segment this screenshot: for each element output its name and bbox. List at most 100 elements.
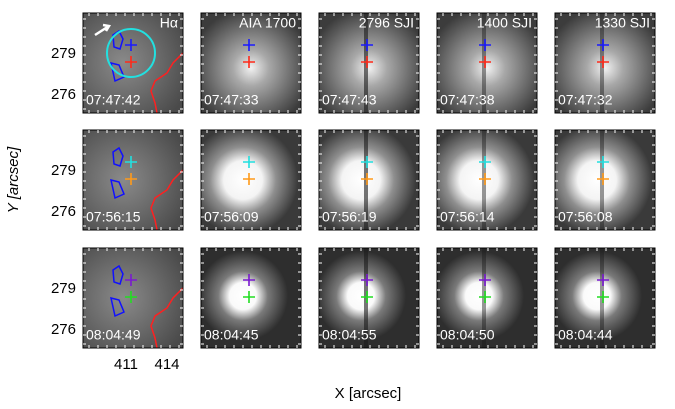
tick-mark bbox=[437, 248, 537, 348]
cross-marker bbox=[125, 291, 137, 303]
tick-mark bbox=[83, 248, 183, 348]
tick-mark bbox=[201, 13, 301, 113]
cross-marker bbox=[597, 291, 609, 303]
tick-mark bbox=[83, 130, 183, 230]
timestamp: 07:47:33 bbox=[204, 92, 259, 108]
timestamp: 07:47:38 bbox=[440, 92, 495, 108]
tick-mark bbox=[83, 130, 183, 230]
tick-mark bbox=[83, 248, 183, 348]
column-title: 2796 SJI bbox=[359, 15, 414, 31]
tick-mark bbox=[201, 130, 301, 230]
tick-mark bbox=[201, 130, 301, 230]
circle bbox=[106, 28, 156, 78]
timestamp: 07:47:43 bbox=[322, 92, 377, 108]
tick-mark bbox=[437, 248, 537, 348]
y-tick-label: 276 bbox=[51, 321, 76, 338]
contour bbox=[150, 169, 184, 231]
contour bbox=[110, 264, 125, 318]
tick-mark bbox=[319, 130, 419, 230]
cross-marker bbox=[125, 173, 137, 185]
tick-mark bbox=[319, 130, 419, 230]
tick-mark bbox=[555, 130, 655, 230]
slit bbox=[364, 13, 368, 113]
panel: 1330 SJI 07:47:32 bbox=[554, 12, 656, 114]
tick-mark bbox=[83, 130, 183, 230]
tick-mark bbox=[555, 13, 655, 113]
slit bbox=[364, 248, 368, 348]
tick-mark bbox=[319, 13, 419, 113]
cross-marker bbox=[243, 156, 255, 168]
cross-marker bbox=[597, 39, 609, 51]
tick-mark bbox=[83, 13, 183, 113]
tick-mark bbox=[555, 130, 655, 230]
panel-image bbox=[201, 130, 301, 230]
tick-mark bbox=[83, 13, 183, 113]
tick-mark bbox=[437, 248, 537, 348]
slit bbox=[482, 13, 486, 113]
timestamp: 08:04:55 bbox=[322, 327, 377, 343]
cross-marker bbox=[125, 56, 137, 68]
frame bbox=[82, 247, 184, 349]
frame bbox=[554, 247, 656, 349]
tick-mark bbox=[319, 130, 419, 230]
tick-mark bbox=[437, 130, 537, 230]
tick-mark bbox=[555, 130, 655, 230]
tick-mark bbox=[319, 130, 419, 230]
y-axis-label: Y [arcsec] bbox=[5, 146, 22, 213]
tick-mark bbox=[437, 13, 537, 113]
cross-marker bbox=[361, 274, 373, 286]
tick-mark bbox=[437, 248, 537, 348]
y-tick-label: 276 bbox=[51, 203, 76, 220]
column-title: AIA 1700 bbox=[239, 15, 296, 31]
panel: 07:56:19 bbox=[318, 129, 420, 231]
y-tick-label: 279 bbox=[51, 162, 76, 179]
tick-mark bbox=[555, 130, 655, 230]
cross-marker bbox=[361, 173, 373, 185]
cross-marker bbox=[479, 274, 491, 286]
panel-image bbox=[555, 248, 655, 348]
tick-mark bbox=[201, 13, 301, 113]
tick-mark bbox=[437, 130, 537, 230]
tick-mark bbox=[437, 130, 537, 230]
tick-mark bbox=[201, 248, 301, 348]
timestamp: 08:04:45 bbox=[204, 327, 259, 343]
cross-marker bbox=[361, 39, 373, 51]
x-tick-label: 414 bbox=[154, 356, 179, 373]
tick-mark bbox=[83, 13, 183, 113]
tick-mark bbox=[555, 130, 655, 230]
slit bbox=[364, 130, 368, 230]
timestamp: 07:56:19 bbox=[322, 209, 377, 225]
tick-mark bbox=[83, 130, 183, 230]
tick-mark bbox=[437, 130, 537, 230]
panel-image bbox=[201, 248, 301, 348]
tick-mark bbox=[201, 248, 301, 348]
frame bbox=[318, 12, 420, 114]
tick-mark bbox=[437, 130, 537, 230]
cross-marker bbox=[479, 291, 491, 303]
tick-mark bbox=[555, 13, 655, 113]
tick-mark bbox=[437, 248, 537, 348]
tick-mark bbox=[437, 13, 537, 113]
tick-mark bbox=[201, 248, 301, 348]
tick-mark bbox=[83, 130, 183, 230]
tick-mark bbox=[437, 248, 537, 348]
tick-mark bbox=[83, 248, 183, 348]
panel: 08:04:55 bbox=[318, 247, 420, 349]
cross-marker bbox=[479, 156, 491, 168]
tick-mark bbox=[83, 130, 183, 230]
tick-mark bbox=[83, 248, 183, 348]
tick-mark bbox=[555, 248, 655, 348]
tick-mark bbox=[83, 13, 183, 113]
panel: 08:04:49 bbox=[82, 247, 184, 349]
tick-mark bbox=[201, 248, 301, 348]
tick-mark bbox=[555, 13, 655, 113]
tick-mark bbox=[83, 13, 183, 113]
tick-mark bbox=[201, 13, 301, 113]
tick-mark bbox=[83, 248, 183, 348]
tick-mark bbox=[201, 248, 301, 348]
tick-mark bbox=[555, 248, 655, 348]
cross-marker bbox=[243, 291, 255, 303]
cross-marker bbox=[479, 173, 491, 185]
slit bbox=[600, 13, 604, 113]
